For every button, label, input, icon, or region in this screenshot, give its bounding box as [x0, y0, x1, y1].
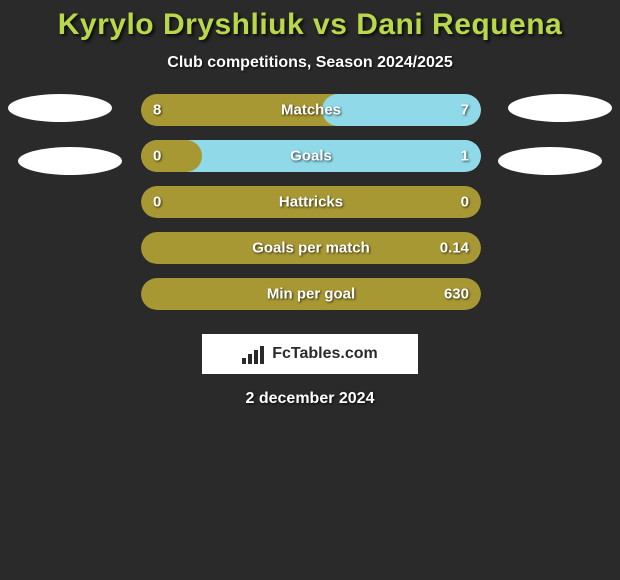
stat-bar-right-fill [322, 94, 481, 126]
date-text: 2 december 2024 [0, 390, 620, 408]
stat-label: Goals per match [252, 240, 370, 257]
chart-icon [242, 344, 266, 364]
stat-right-value: 7 [461, 102, 469, 119]
comparison-title: Kyrylo Dryshliuk vs Dani Requena [0, 8, 620, 42]
stat-label: Goals [290, 148, 332, 165]
stat-row: 0 Hattricks 0 [141, 186, 481, 218]
stat-left-value: 8 [153, 102, 161, 119]
attribution-text: FcTables.com [272, 345, 378, 363]
stat-right-value: 630 [444, 286, 469, 303]
stat-row: Goals per match 0.14 [141, 232, 481, 264]
stat-right-value: 0 [461, 194, 469, 211]
stat-right-value: 1 [461, 148, 469, 165]
stat-row: 8 Matches 7 [141, 94, 481, 126]
player-left-avatar-2 [18, 147, 122, 175]
stat-right-value: 0.14 [440, 240, 469, 257]
stat-row: 0 Goals 1 [141, 140, 481, 172]
stat-row: Min per goal 630 [141, 278, 481, 310]
stat-left-value: 0 [153, 194, 161, 211]
attribution-badge: FcTables.com [202, 334, 418, 374]
stat-bar-left-fill [141, 140, 202, 172]
stat-bar-right-fill [202, 140, 481, 172]
stat-label: Min per goal [267, 286, 355, 303]
player-right-avatar-1 [508, 94, 612, 122]
player-right-avatar-2 [498, 147, 602, 175]
player-left-avatar-1 [8, 94, 112, 122]
stat-label: Matches [281, 102, 341, 119]
stat-label: Hattricks [279, 194, 343, 211]
stat-left-value: 0 [153, 148, 161, 165]
comparison-subtitle: Club competitions, Season 2024/2025 [0, 54, 620, 72]
stats-area: 8 Matches 7 0 Goals 1 0 Hattricks 0 Goals per mat… [0, 94, 620, 314]
